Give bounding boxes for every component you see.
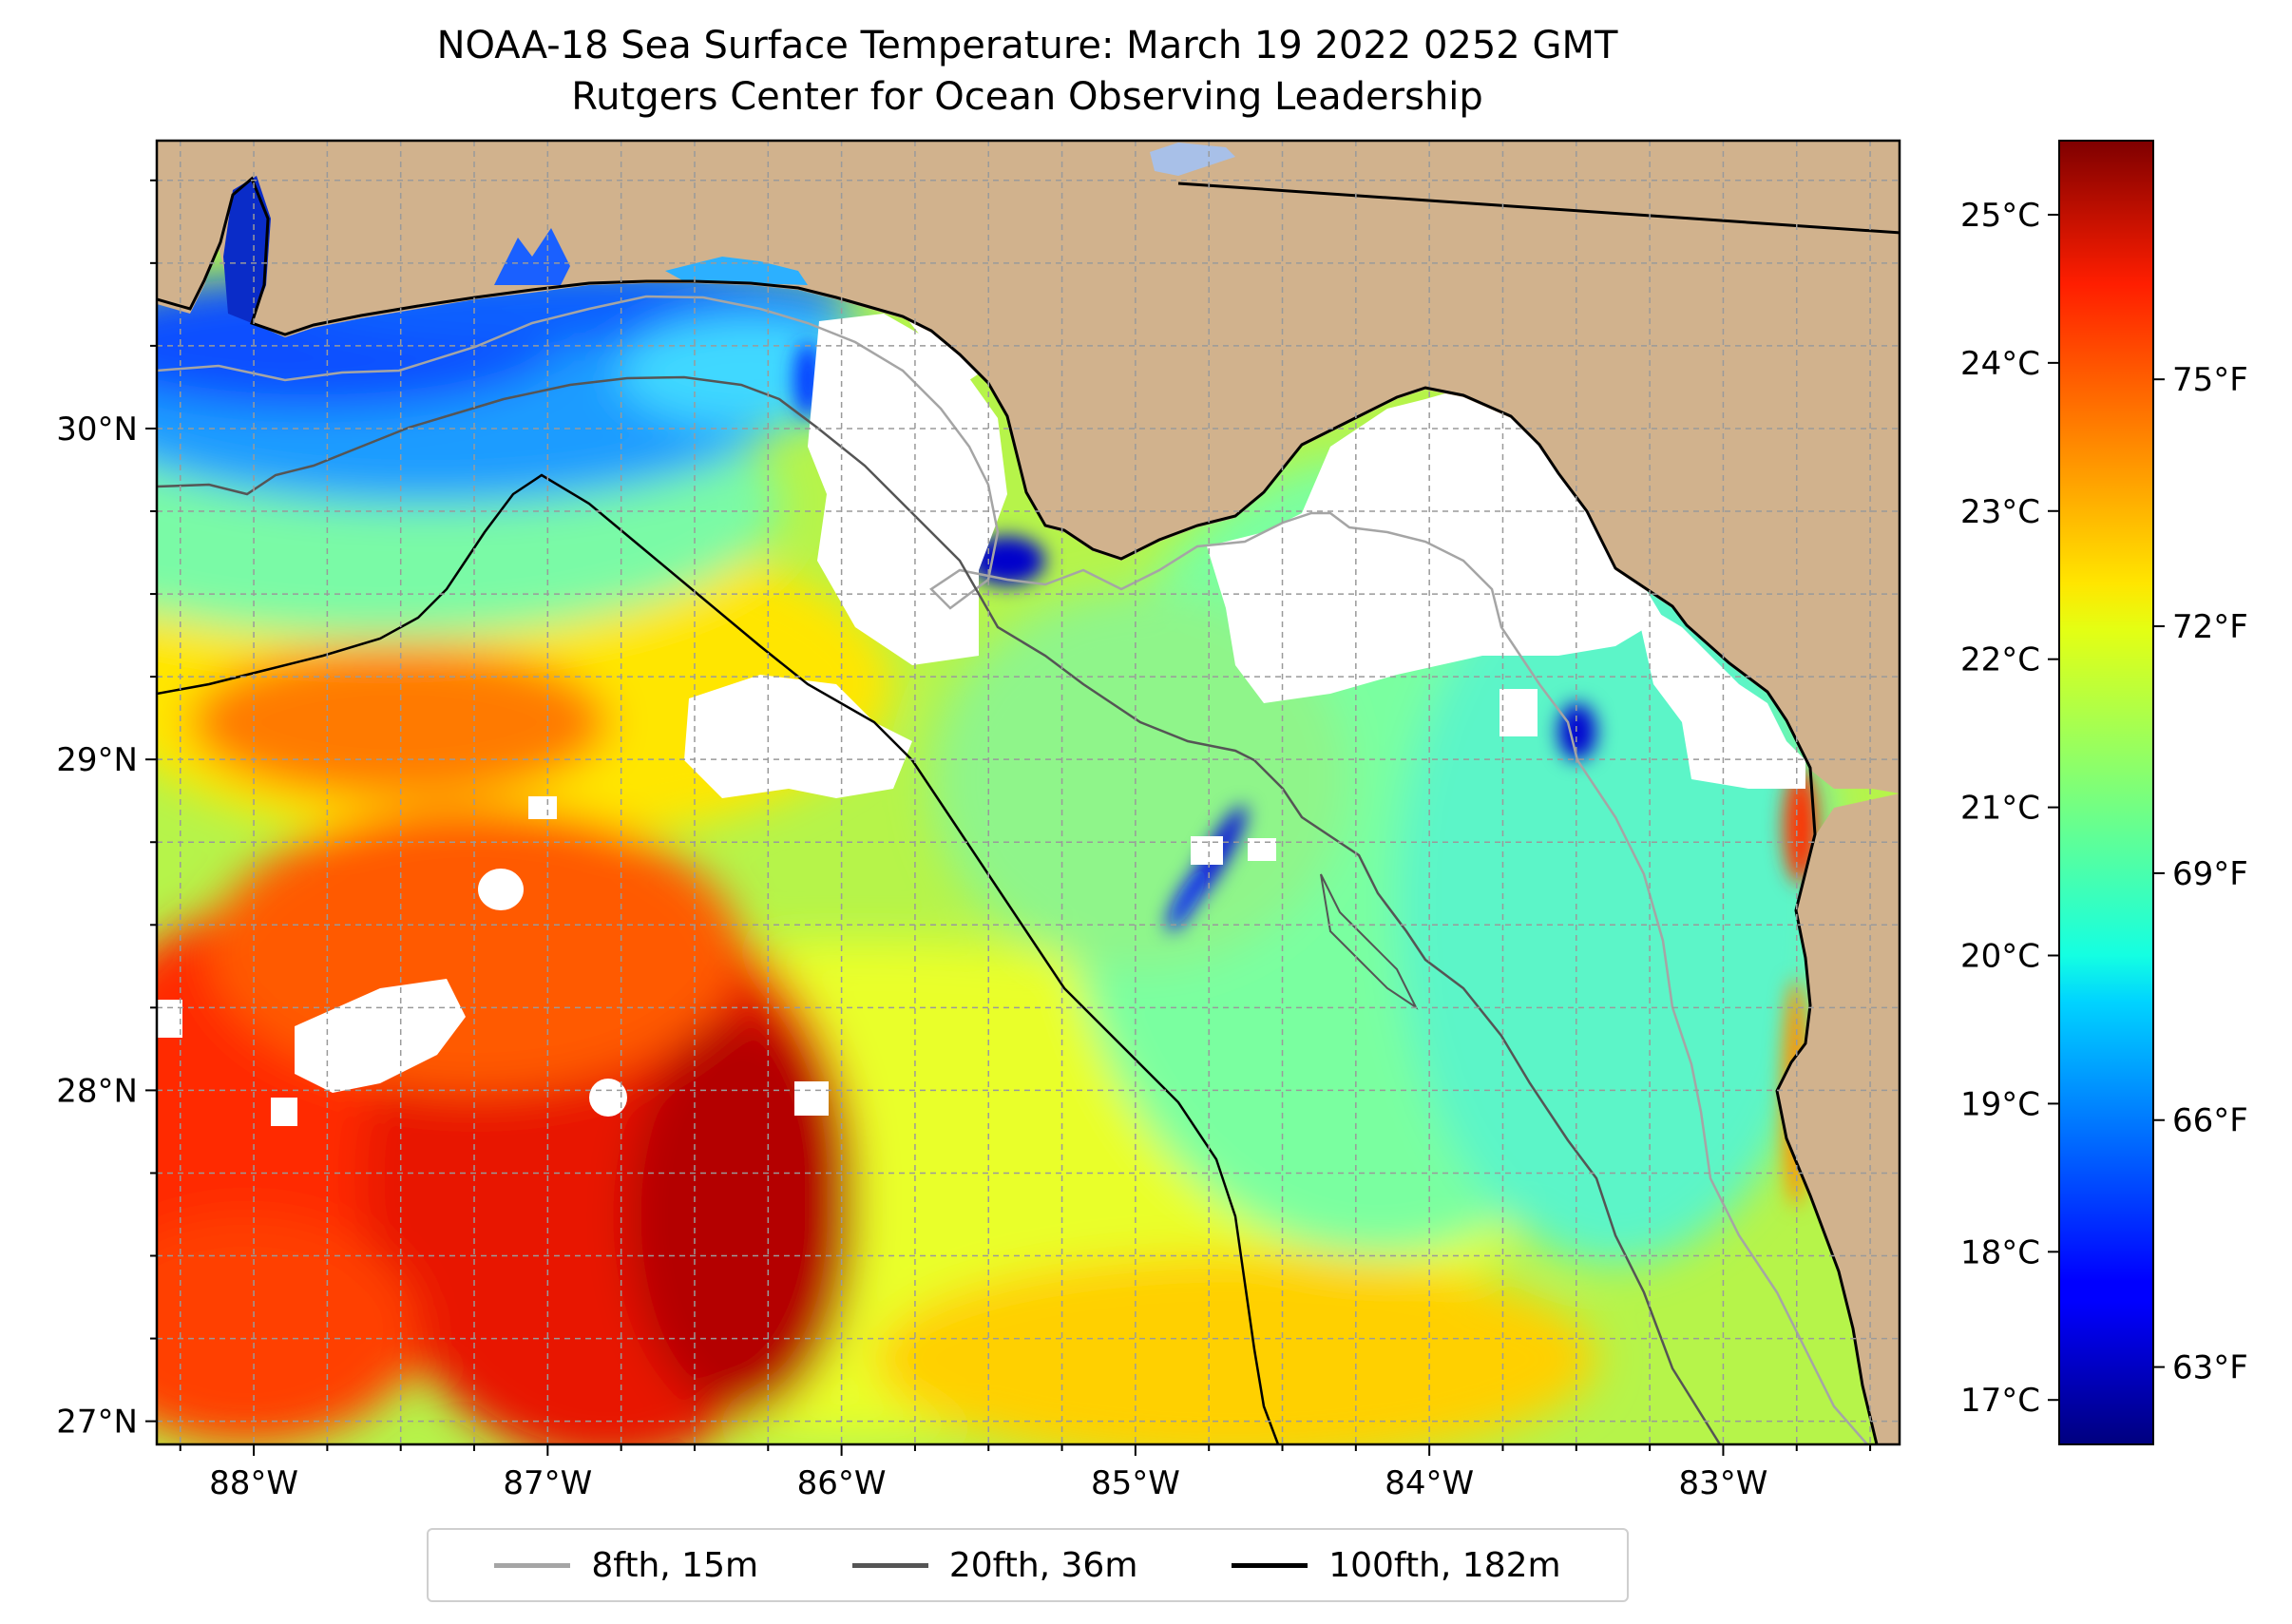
x-tick-label: 85°W <box>1091 1464 1180 1502</box>
legend-label-8fth: 8fth, 15m <box>591 1545 759 1585</box>
legend-item-20fth: 20fth, 36m <box>851 1545 1138 1585</box>
colorbar-label-f: 66°F <box>2172 1102 2248 1140</box>
colorbar-ticks: 25°C 24°C 23°C 22°C 21°C 20°C 19°C 18°C 17°C 75°F… <box>1960 197 2248 1420</box>
land-north <box>157 141 1900 793</box>
legend-label-20fth: 20fth, 36m <box>948 1545 1138 1585</box>
legend-item-8fth: 8fth, 15m <box>494 1546 758 1585</box>
legend-item-100fth: 100fth, 182m <box>1232 1545 1561 1585</box>
isobath-20fth <box>157 375 1722 1444</box>
colorbar <box>2058 140 2154 1445</box>
colorbar-label-c: 24°C <box>1960 345 2040 383</box>
y-tick-label: 28°N <box>56 1072 138 1110</box>
x-tick-label: 87°W <box>503 1464 592 1502</box>
colorbar-label-c: 21°C <box>1960 790 2040 828</box>
isobath-legend: 8fth, 15m 20fth, 36m 100fth, 182m <box>427 1528 1629 1602</box>
x-tick-label: 84°W <box>1385 1464 1474 1502</box>
colorbar-label-c: 19°C <box>1960 1085 2040 1123</box>
x-tick-label: 88°W <box>209 1464 298 1502</box>
map-frame <box>155 139 1901 1446</box>
colorbar-label-c: 22°C <box>1960 641 2040 679</box>
x-tick-label: 86°W <box>797 1464 887 1502</box>
legend-swatch-8fth <box>494 1562 571 1568</box>
colorbar-label-c: 17°C <box>1960 1382 2040 1420</box>
y-tick-label: 30°N <box>56 411 138 449</box>
legend-swatch-100fth <box>1232 1562 1308 1568</box>
isobath-100fth <box>157 473 1280 1444</box>
grid-lines <box>157 141 1900 1444</box>
y-tick-label: 29°N <box>56 741 138 779</box>
isobath-8fth <box>157 295 1868 1444</box>
map-title: NOAA-18 Sea Surface Temperature: March 1… <box>436 24 1618 67</box>
colorbar-label-c: 20°C <box>1960 938 2040 976</box>
colorbar-label-f: 69°F <box>2172 855 2248 893</box>
legend-swatch-20fth <box>851 1562 928 1568</box>
colorbar-label-f: 72°F <box>2172 608 2248 646</box>
colorbar-label-f: 75°F <box>2172 361 2248 399</box>
land-florida-peninsula <box>1777 793 1900 1444</box>
legend-label-100fth: 100fth, 182m <box>1328 1545 1561 1585</box>
coastline <box>157 176 1879 1444</box>
sst-map <box>157 141 1900 1444</box>
map-axes: 88°W 87°W 86°W 85°W 84°W 83°W 30°N 29°N 28°N 27°N <box>56 179 1872 1502</box>
colorbar-label-f: 63°F <box>2172 1349 2248 1387</box>
colorbar-label-c: 18°C <box>1960 1233 2040 1271</box>
colorbar-label-c: 23°C <box>1960 493 2040 531</box>
y-tick-label: 27°N <box>56 1404 138 1442</box>
colorbar-label-c: 25°C <box>1960 197 2040 235</box>
map-subtitle: Rutgers Center for Ocean Observing Leade… <box>571 75 1483 119</box>
x-tick-label: 83°W <box>1678 1464 1767 1502</box>
